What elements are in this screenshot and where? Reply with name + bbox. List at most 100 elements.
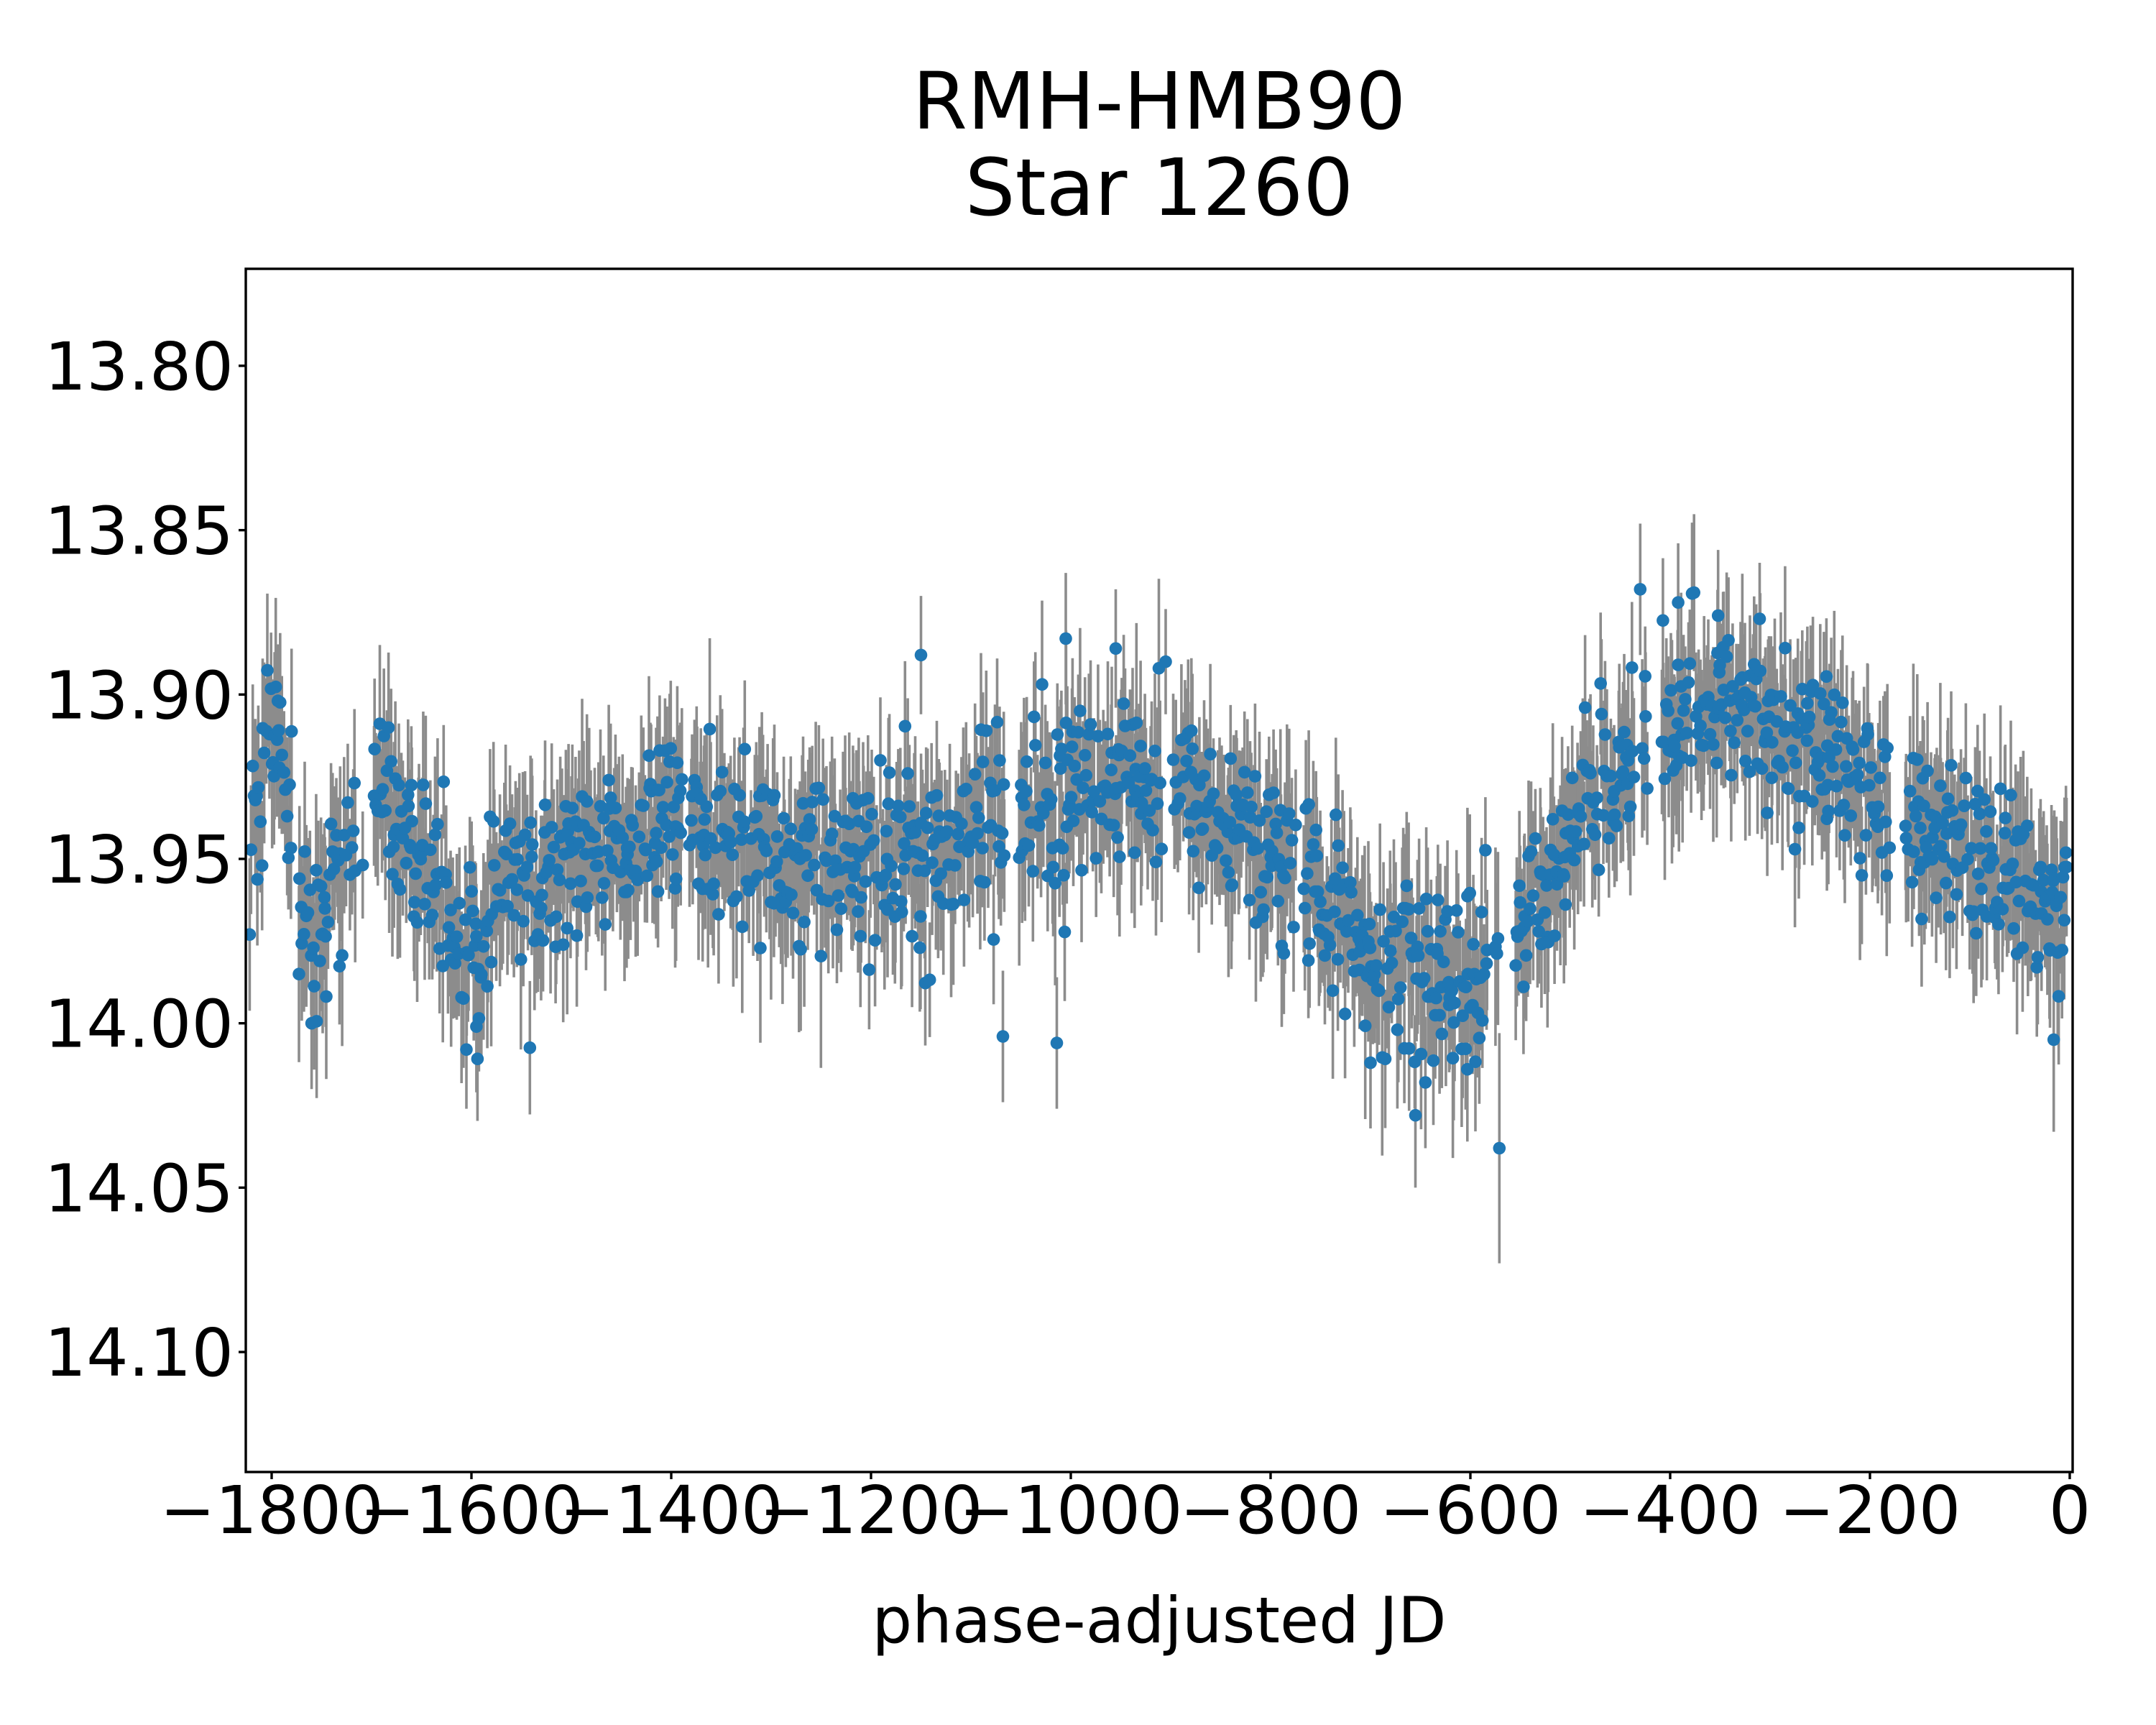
data-point	[1881, 741, 1894, 755]
data-point	[1941, 792, 1955, 806]
data-point	[1079, 768, 1092, 782]
data-point	[466, 904, 479, 918]
data-point	[1595, 707, 1608, 721]
data-point	[1123, 749, 1137, 762]
data-point	[685, 814, 698, 827]
data-point	[1363, 917, 1376, 931]
data-point	[663, 830, 676, 843]
data-point	[1384, 944, 1397, 957]
data-point	[1864, 761, 1877, 774]
x-tick-label: −200	[1779, 1472, 1961, 1549]
data-point	[425, 908, 439, 921]
data-point	[1639, 710, 1652, 723]
data-point	[1627, 770, 1641, 783]
data-point	[1694, 719, 1707, 732]
data-point	[1724, 724, 1737, 737]
data-point	[1270, 826, 1284, 840]
data-point	[257, 746, 271, 760]
data-point	[1978, 793, 1991, 806]
data-point	[336, 949, 349, 962]
data-point	[511, 852, 524, 866]
data-point	[1639, 670, 1651, 683]
data-point	[1310, 850, 1324, 862]
y-tick-label: 14.05	[45, 1150, 234, 1227]
data-point	[400, 857, 413, 870]
data-point	[830, 923, 844, 937]
data-point	[269, 680, 282, 694]
x-tick-label: −400	[1580, 1472, 1761, 1549]
data-point	[786, 906, 800, 920]
data-point	[972, 811, 985, 824]
data-point	[1855, 869, 1869, 882]
data-point	[440, 876, 453, 889]
data-point	[1412, 902, 1426, 915]
data-point	[547, 840, 561, 854]
data-point	[487, 815, 500, 828]
data-point	[707, 877, 720, 891]
data-point	[1812, 769, 1826, 782]
data-point	[1475, 1014, 1489, 1027]
data-point	[666, 848, 679, 861]
data-point	[453, 896, 466, 910]
data-point	[2016, 941, 2030, 954]
data-point	[1411, 949, 1425, 962]
data-point	[581, 891, 594, 904]
data-point	[1447, 1016, 1460, 1029]
data-point	[1460, 980, 1473, 993]
data-point	[1679, 693, 1692, 706]
data-point	[650, 855, 663, 868]
data-point	[1277, 947, 1291, 960]
data-point	[1687, 586, 1700, 599]
data-point	[1546, 813, 1560, 826]
data-point	[1311, 885, 1325, 898]
data-point	[345, 841, 359, 854]
data-point	[799, 849, 812, 862]
data-point	[1128, 846, 1141, 860]
data-point	[750, 809, 763, 823]
data-point	[895, 895, 908, 908]
data-point	[292, 967, 305, 980]
data-point	[932, 809, 946, 822]
data-point	[1037, 806, 1050, 820]
data-point	[639, 843, 653, 857]
data-point	[553, 873, 566, 886]
data-point	[737, 815, 751, 828]
data-point	[1301, 867, 1314, 880]
data-point	[1562, 808, 1575, 822]
data-point	[642, 749, 655, 763]
data-point	[1718, 711, 1732, 724]
data-point	[1022, 839, 1036, 852]
data-point	[1557, 870, 1570, 883]
data-point	[1837, 799, 1851, 811]
data-point	[1765, 771, 1779, 785]
data-point	[507, 908, 520, 922]
data-point	[848, 860, 862, 874]
data-point	[1840, 760, 1853, 773]
data-point	[2012, 894, 2026, 908]
data-point	[1610, 819, 1623, 832]
data-point	[1826, 760, 1839, 773]
data-point	[384, 755, 397, 768]
data-point	[734, 833, 748, 846]
x-tick-label: 0	[2049, 1472, 2091, 1549]
data-point	[1055, 742, 1068, 755]
data-point	[916, 849, 929, 862]
data-point	[724, 835, 737, 849]
data-point	[1393, 981, 1407, 994]
data-point	[1373, 903, 1386, 916]
data-point	[564, 877, 577, 891]
data-point	[794, 942, 807, 956]
data-point	[1822, 804, 1835, 818]
data-point	[282, 851, 295, 865]
data-point	[1680, 727, 1693, 740]
data-point	[550, 910, 563, 924]
data-point	[1467, 938, 1480, 951]
data-point	[1146, 824, 1159, 837]
data-point	[405, 814, 418, 828]
data-point	[1197, 769, 1211, 783]
data-point	[321, 916, 335, 929]
data-point	[901, 767, 914, 780]
data-point	[1657, 614, 1669, 627]
data-point	[854, 891, 867, 904]
